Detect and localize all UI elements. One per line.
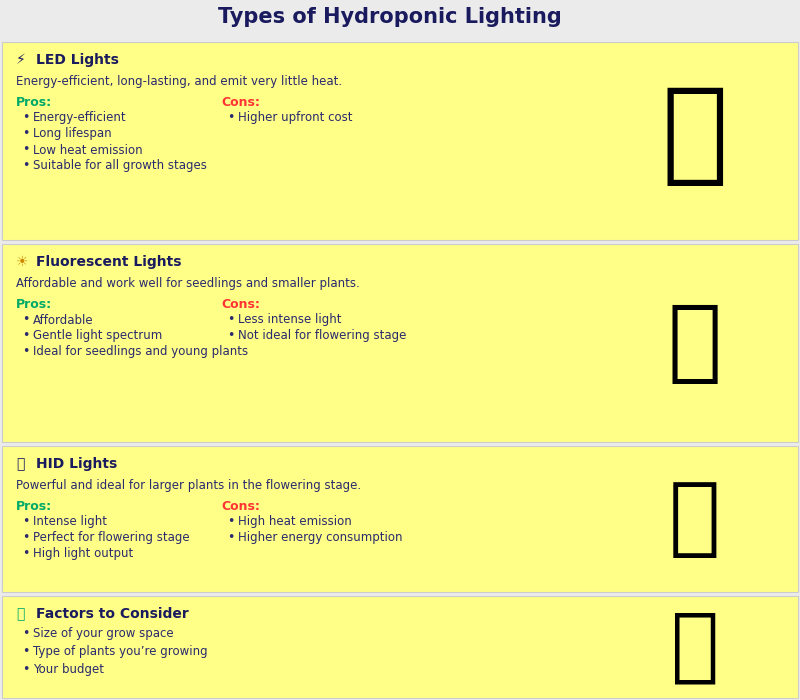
Text: Fluorescent Lights: Fluorescent Lights xyxy=(36,255,182,269)
Text: Cons:: Cons: xyxy=(221,95,260,108)
Text: Your budget: Your budget xyxy=(33,664,104,676)
FancyBboxPatch shape xyxy=(2,596,798,698)
Text: Pros:: Pros: xyxy=(16,95,52,108)
Text: Powerful and ideal for larger plants in the flowering stage.: Powerful and ideal for larger plants in … xyxy=(16,480,361,493)
Text: •: • xyxy=(22,547,30,561)
Text: •: • xyxy=(22,314,30,326)
Text: •: • xyxy=(22,645,30,659)
Text: Ideal for seedlings and young plants: Ideal for seedlings and young plants xyxy=(33,346,248,358)
Text: •: • xyxy=(22,160,30,172)
Text: Energy-efficient, long-lasting, and emit very little heat.: Energy-efficient, long-lasting, and emit… xyxy=(16,76,342,88)
Text: Perfect for flowering stage: Perfect for flowering stage xyxy=(33,531,190,545)
Text: Gentle light spectrum: Gentle light spectrum xyxy=(33,330,162,342)
Text: HID Lights: HID Lights xyxy=(36,457,118,471)
Text: •: • xyxy=(22,627,30,640)
Text: •: • xyxy=(22,127,30,141)
Text: •: • xyxy=(227,111,234,125)
Text: Suitable for all growth stages: Suitable for all growth stages xyxy=(33,160,207,172)
Text: Pros:: Pros: xyxy=(16,298,52,311)
Text: •: • xyxy=(22,144,30,157)
Text: •: • xyxy=(227,515,234,528)
Text: •: • xyxy=(22,515,30,528)
Text: ☀: ☀ xyxy=(16,255,29,269)
Text: Energy-efficient: Energy-efficient xyxy=(33,111,126,125)
FancyBboxPatch shape xyxy=(2,244,798,442)
FancyBboxPatch shape xyxy=(2,446,798,592)
Text: 🕯: 🕯 xyxy=(16,457,24,471)
Text: Size of your grow space: Size of your grow space xyxy=(33,627,174,640)
Text: Affordable and work well for seedlings and smaller plants.: Affordable and work well for seedlings a… xyxy=(16,277,360,290)
Text: Cons:: Cons: xyxy=(221,298,260,311)
Text: •: • xyxy=(22,330,30,342)
Text: Higher upfront cost: Higher upfront cost xyxy=(238,111,353,125)
Text: Factors to Consider: Factors to Consider xyxy=(36,607,189,621)
Text: LED Lights: LED Lights xyxy=(36,53,119,67)
Text: Low heat emission: Low heat emission xyxy=(33,144,142,157)
Text: Cons:: Cons: xyxy=(221,500,260,512)
Text: Higher energy consumption: Higher energy consumption xyxy=(238,531,402,545)
Text: High light output: High light output xyxy=(33,547,134,561)
Text: •: • xyxy=(22,111,30,125)
FancyBboxPatch shape xyxy=(2,42,798,240)
Text: •: • xyxy=(22,346,30,358)
Text: Intense light: Intense light xyxy=(33,515,107,528)
Text: •: • xyxy=(227,330,234,342)
Text: Less intense light: Less intense light xyxy=(238,314,342,326)
Text: Types of Hydroponic Lighting: Types of Hydroponic Lighting xyxy=(218,7,562,27)
Text: 💡: 💡 xyxy=(668,299,722,387)
Text: •: • xyxy=(227,314,234,326)
Text: Type of plants you’re growing: Type of plants you’re growing xyxy=(33,645,208,659)
Text: Not ideal for flowering stage: Not ideal for flowering stage xyxy=(238,330,406,342)
Text: 💡: 💡 xyxy=(669,477,721,561)
Text: 🌿: 🌿 xyxy=(16,607,24,621)
Text: Pros:: Pros: xyxy=(16,500,52,512)
Text: Long lifespan: Long lifespan xyxy=(33,127,112,141)
Text: Affordable: Affordable xyxy=(33,314,94,326)
Text: 💡: 💡 xyxy=(662,83,728,190)
Text: •: • xyxy=(22,664,30,676)
Text: •: • xyxy=(227,531,234,545)
Text: ⚡: ⚡ xyxy=(16,53,26,67)
Text: •: • xyxy=(22,531,30,545)
Text: High heat emission: High heat emission xyxy=(238,515,352,528)
Text: 📋: 📋 xyxy=(671,608,719,686)
